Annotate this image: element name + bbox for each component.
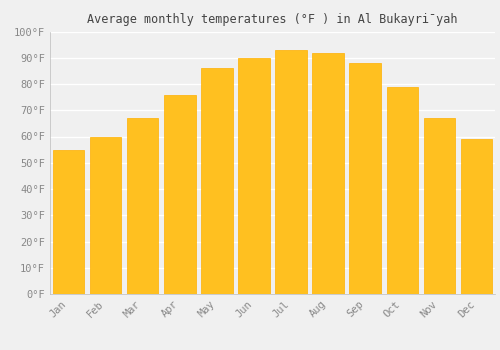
Bar (127, 118, 158, 294)
Bar (350, 63, 381, 294)
Bar (53, 150, 84, 294)
Bar (276, 50, 307, 294)
Bar (386, 87, 418, 294)
Bar (312, 52, 344, 294)
Bar (201, 68, 232, 294)
Bar (90, 136, 122, 294)
Bar (164, 94, 196, 294)
Bar (238, 58, 270, 294)
Title: Average monthly temperatures (°F ) in Al Bukayrīyah: Average monthly temperatures (°F ) in Al… (88, 13, 458, 26)
Bar (460, 139, 492, 294)
Bar (424, 118, 455, 294)
